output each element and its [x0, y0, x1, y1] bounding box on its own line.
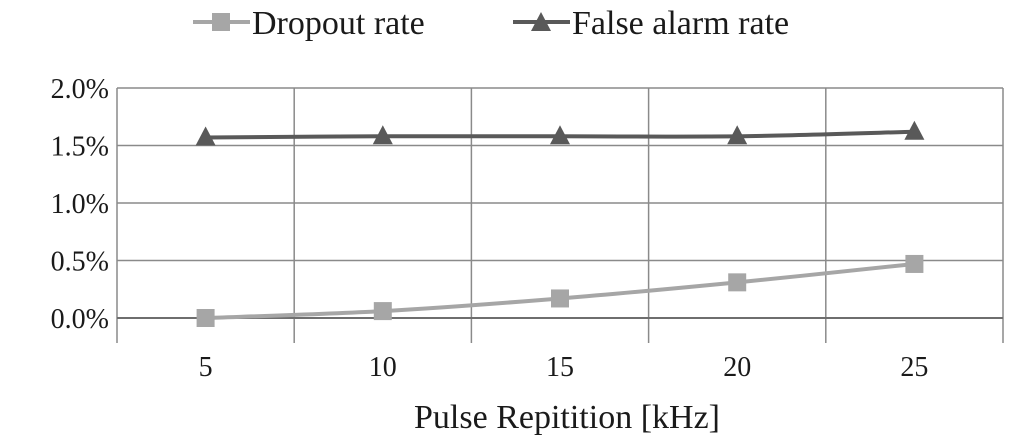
point-false-alarm — [727, 125, 748, 145]
y-tick-label: 1.5% — [51, 132, 109, 163]
legend-item-false-alarm: False alarm rate — [513, 5, 789, 42]
legend: Dropout rate False alarm rate — [193, 5, 789, 42]
x-axis-title: Pulse Repitition [kHz] — [414, 399, 720, 436]
point-false-alarm — [372, 125, 393, 145]
x-tick-label: 15 — [546, 352, 574, 383]
y-tick-label: 0.5% — [51, 247, 109, 278]
x-tick-label: 20 — [723, 352, 751, 383]
point-dropout — [551, 289, 569, 308]
point-dropout — [373, 302, 392, 321]
point-dropout — [728, 273, 747, 292]
legend-false-alarm-marker — [531, 12, 551, 31]
plot-area: 0.0% 0.5% 1.0% 1.5% 2.0% 5 10 15 20 25 — [51, 74, 1004, 383]
point-false-alarm — [904, 120, 925, 140]
legend-dropout-marker — [212, 13, 230, 31]
point-dropout — [196, 309, 215, 327]
x-tick-label: 10 — [369, 352, 397, 383]
point-false-alarm — [195, 126, 216, 146]
point-dropout — [905, 254, 924, 273]
x-tick-label: 25 — [900, 352, 928, 383]
y-tick-label: 0.0% — [51, 304, 109, 335]
legend-item-dropout: Dropout rate — [193, 5, 425, 42]
legend-false-alarm-label: False alarm rate — [572, 5, 789, 42]
x-tick-label: 5 — [199, 352, 213, 383]
y-tick-label: 2.0% — [51, 74, 109, 105]
y-tick-label: 1.0% — [51, 189, 109, 220]
legend-dropout-label: Dropout rate — [252, 5, 425, 42]
point-false-alarm — [550, 125, 570, 145]
